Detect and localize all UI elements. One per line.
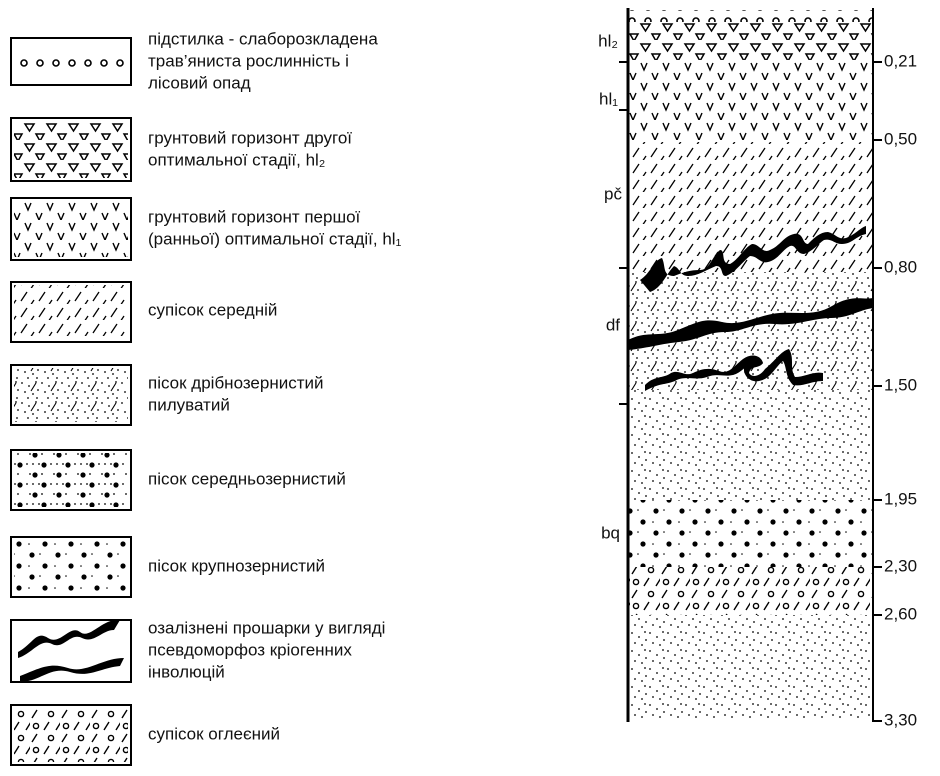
legend-text: супісок середній [148,300,277,319]
horizon-label: hl₂ [598,31,618,50]
legend-text: оптимальної стадії, hl₂ [148,150,325,169]
depth-label: 0,21 [884,51,917,70]
horizon-label: hl₁ [599,89,618,108]
legend-text: пісок крупнозернистий [148,556,325,575]
legend-text: підстилка - слаборозкладена [148,29,378,48]
legend-text: інволюцій [148,662,225,681]
legend-text: трав’яниста рослинність і [148,51,349,70]
depth-label: 0,80 [884,257,917,276]
depth-label: 1,95 [884,489,917,508]
legend-text: пісок середньозернистий [148,469,346,488]
legend-texts: підстилка - слаборозкладена трав’яниста р… [148,29,402,743]
depth-labels: 0,21 0,50 0,80 1,50 1,95 2,30 2,60 3,30 [884,51,917,729]
depth-label: 1,50 [884,375,917,394]
legend-text: грунтовий горизонт першої [148,207,361,226]
depth-label: 2,60 [884,604,917,623]
legend-text: супісок оглеєний [148,724,280,743]
depth-label: 0,50 [884,129,917,148]
section-column [619,8,882,722]
horizon-label: pč [604,184,622,203]
legend-text: озалізнені прошарки у вигляді [148,618,385,637]
depth-label: 3,30 [884,710,917,729]
legend [11,38,131,765]
diagram: підстилка - слаборозкладена трав’яниста р… [0,0,940,776]
horizon-label: df [606,315,620,334]
legend-text: лісовий опад [148,73,251,92]
horizon-labels: hl₂ hl₁ pč df bq [598,31,622,542]
legend-text: (ранньої) оптимальної стадії, hl₁ [148,229,402,248]
horizon-label: bq [601,523,620,542]
legend-text: псевдоморфоз кріогенних [148,640,352,659]
depth-label: 2,30 [884,556,917,575]
legend-text: грунтовий горизонт другої [148,128,352,147]
legend-text: пісок дрібнозернистий [148,373,324,392]
legend-text: пилуватий [148,395,230,414]
